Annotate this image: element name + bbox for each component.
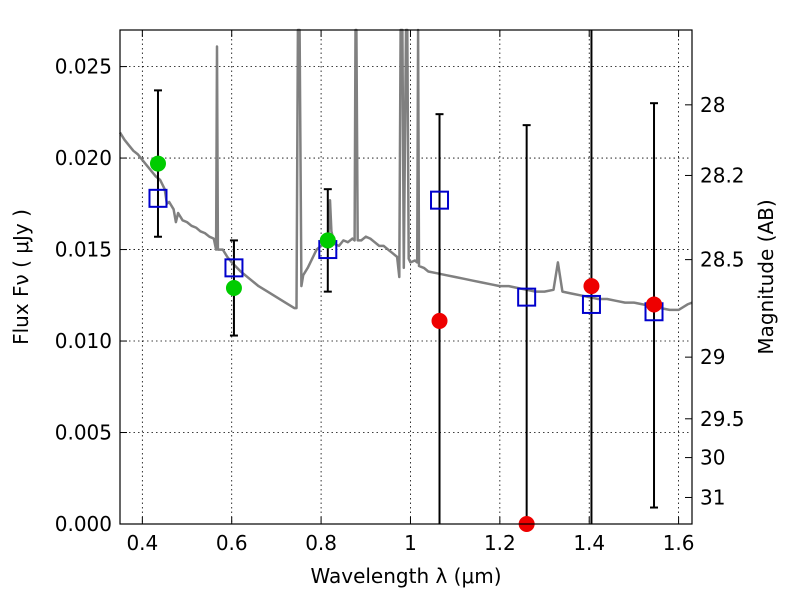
spectrum-layer [118,28,693,312]
right-tick-label: 28 [700,93,725,117]
x-tick-label: 1.2 [484,531,516,555]
right-tick-label: 31 [700,485,725,509]
right-tick-label: 29.5 [700,407,745,431]
observed-flux-circle [149,155,166,172]
y-tick-label: 0.015 [55,238,112,262]
observed-flux-circle [319,232,336,249]
model-flux-square [224,258,244,278]
y-tick-label: 0.010 [55,329,112,353]
y-tick-label: 0.020 [55,146,112,170]
observed-flux-circle [431,312,448,329]
plot-frame [119,29,693,525]
x-tick-label: 1.6 [663,531,695,555]
observed-flux-circle [225,279,242,296]
y-tick-label: 0.000 [55,512,112,536]
x-tick-label: 0.4 [126,531,158,555]
right-tick-label: 30 [700,446,725,470]
right-tick-label: 28.2 [700,163,745,187]
y-tick-label: 0.005 [55,421,112,445]
spectrum-line [118,28,693,312]
right-axis-title: Magnitude (AB) [754,199,778,354]
marker-layer [148,155,664,532]
x-tick-label: 1 [404,531,417,555]
model-flux-square [148,188,168,208]
observed-flux-circle [583,278,600,295]
tick-layer: 0.4 0.6 0.8 1 1.2 1.4 1.6 0.000 0.005 0.010 0.015 0… [55,30,745,555]
x-tick-label: 0.8 [305,531,337,555]
observed-flux-circle [646,296,663,313]
model-flux-square [581,294,601,314]
model-flux-square [430,190,450,210]
y-tick-label: 0.025 [55,55,112,79]
x-tick-label: 1.4 [573,531,605,555]
right-tick-label: 29 [700,345,725,369]
right-tick-label: 28.5 [700,248,745,272]
x-tick-label: 0.6 [216,531,248,555]
y-axis-title: Flux Fν ( μJy ) [9,209,33,345]
model-flux-square [517,287,537,307]
x-axis-title: Wavelength λ (μm) [310,564,501,588]
